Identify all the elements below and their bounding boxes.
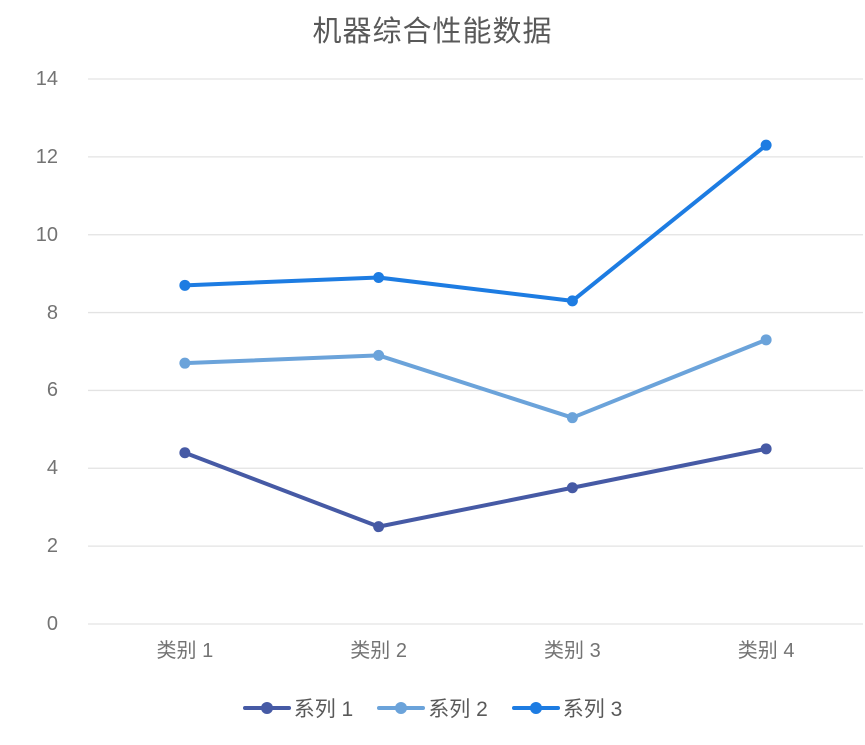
legend-line-marker-icon (511, 702, 560, 714)
x-axis-label: 类别 3 (544, 640, 601, 662)
legend: 系列 1 系列 2 系列 3 (0, 693, 865, 723)
series-line (182, 143, 769, 303)
y-axis-label: 2 (46, 535, 58, 558)
legend-item: 系列 2 (377, 693, 488, 723)
data-point-marker (566, 412, 578, 424)
data-point-marker (566, 295, 578, 307)
y-axis-label: 12 (35, 145, 58, 168)
series-line (182, 446, 769, 529)
data-point-marker (179, 279, 191, 291)
y-axis-label: 6 (46, 379, 58, 402)
y-axis-label: 0 (46, 613, 58, 635)
data-point-marker (760, 334, 772, 346)
chart-title: 机器综合性能数据 (312, 16, 553, 48)
y-axis-label: 10 (35, 223, 58, 246)
data-point-marker (373, 349, 385, 361)
data-point-marker (760, 139, 772, 151)
legend-item: 系列 1 (242, 693, 354, 723)
legend-item: 系列 3 (511, 693, 623, 723)
y-axis-label: 4 (46, 457, 58, 480)
legend-label: 系列 1 (293, 698, 354, 721)
y-axis-label: 8 (46, 301, 58, 324)
series-line (182, 337, 769, 420)
data-point-marker (179, 447, 191, 459)
legend-line-marker-icon (242, 702, 291, 714)
x-axis-label: 类别 2 (350, 640, 407, 662)
x-axis-label: 类别 1 (156, 640, 214, 662)
legend-line-marker-icon (377, 702, 426, 714)
x-axis-label: 类别 4 (737, 640, 795, 662)
y-axis-label: 14 (35, 68, 58, 90)
data-point-marker (179, 357, 191, 369)
data-point-marker (566, 482, 578, 494)
data-point-marker (373, 272, 385, 284)
legend-label: 系列 2 (428, 698, 488, 721)
data-point-marker (760, 443, 772, 455)
data-point-marker (373, 521, 385, 533)
legend-label: 系列 3 (562, 698, 623, 721)
